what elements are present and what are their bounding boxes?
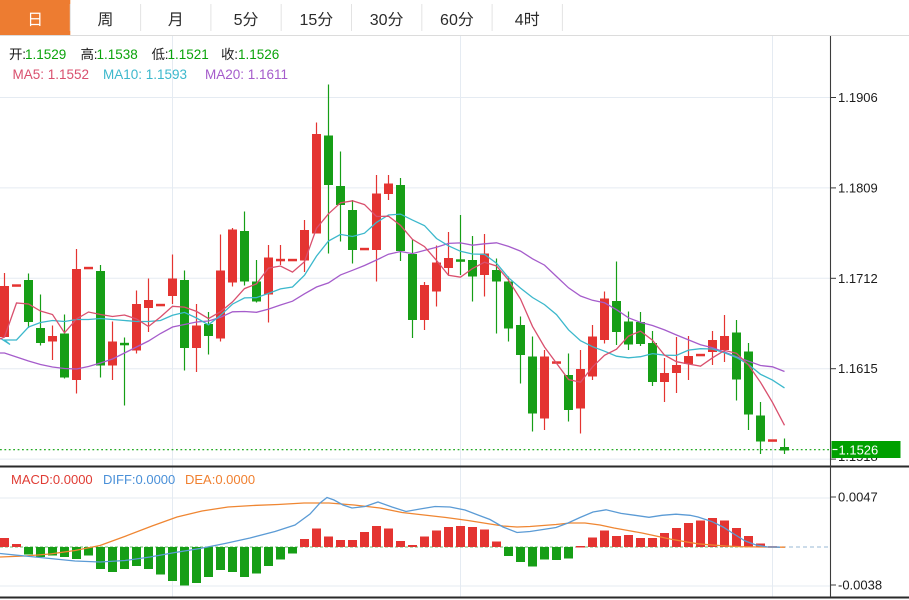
svg-text:DEA:0.0000: DEA:0.0000 — [185, 472, 255, 487]
svg-text:MA10: 1.1593: MA10: 1.1593 — [103, 67, 187, 82]
svg-text:1.1906: 1.1906 — [838, 90, 878, 105]
svg-text:-0.0038: -0.0038 — [838, 578, 882, 593]
svg-text::: : — [234, 47, 238, 62]
svg-text:MA5: 1.1552: MA5: 1.1552 — [13, 67, 90, 82]
svg-text:MA20: 1.1611: MA20: 1.1611 — [205, 67, 288, 82]
svg-text:15: 15 — [299, 12, 317, 29]
svg-text::: : — [94, 47, 98, 62]
svg-text:1.1526: 1.1526 — [238, 47, 279, 62]
svg-text:0.0047: 0.0047 — [838, 490, 878, 505]
svg-text:60: 60 — [440, 12, 458, 29]
svg-text:1.1712: 1.1712 — [838, 271, 878, 286]
svg-text::: : — [165, 47, 169, 62]
svg-text:MACD:0.0000: MACD:0.0000 — [11, 472, 93, 487]
svg-text:1.1529: 1.1529 — [25, 47, 66, 62]
svg-text:1.1526: 1.1526 — [839, 443, 879, 458]
svg-text:1.1809: 1.1809 — [838, 180, 878, 195]
svg-text::: : — [22, 47, 26, 62]
svg-text:DIFF:0.0000: DIFF:0.0000 — [103, 472, 175, 487]
svg-text:1.1538: 1.1538 — [97, 47, 138, 62]
svg-text:30: 30 — [370, 12, 388, 29]
svg-text:5: 5 — [234, 12, 243, 29]
svg-text:1.1521: 1.1521 — [168, 47, 209, 62]
svg-text:4: 4 — [515, 12, 524, 29]
svg-text:1.1615: 1.1615 — [838, 361, 878, 376]
